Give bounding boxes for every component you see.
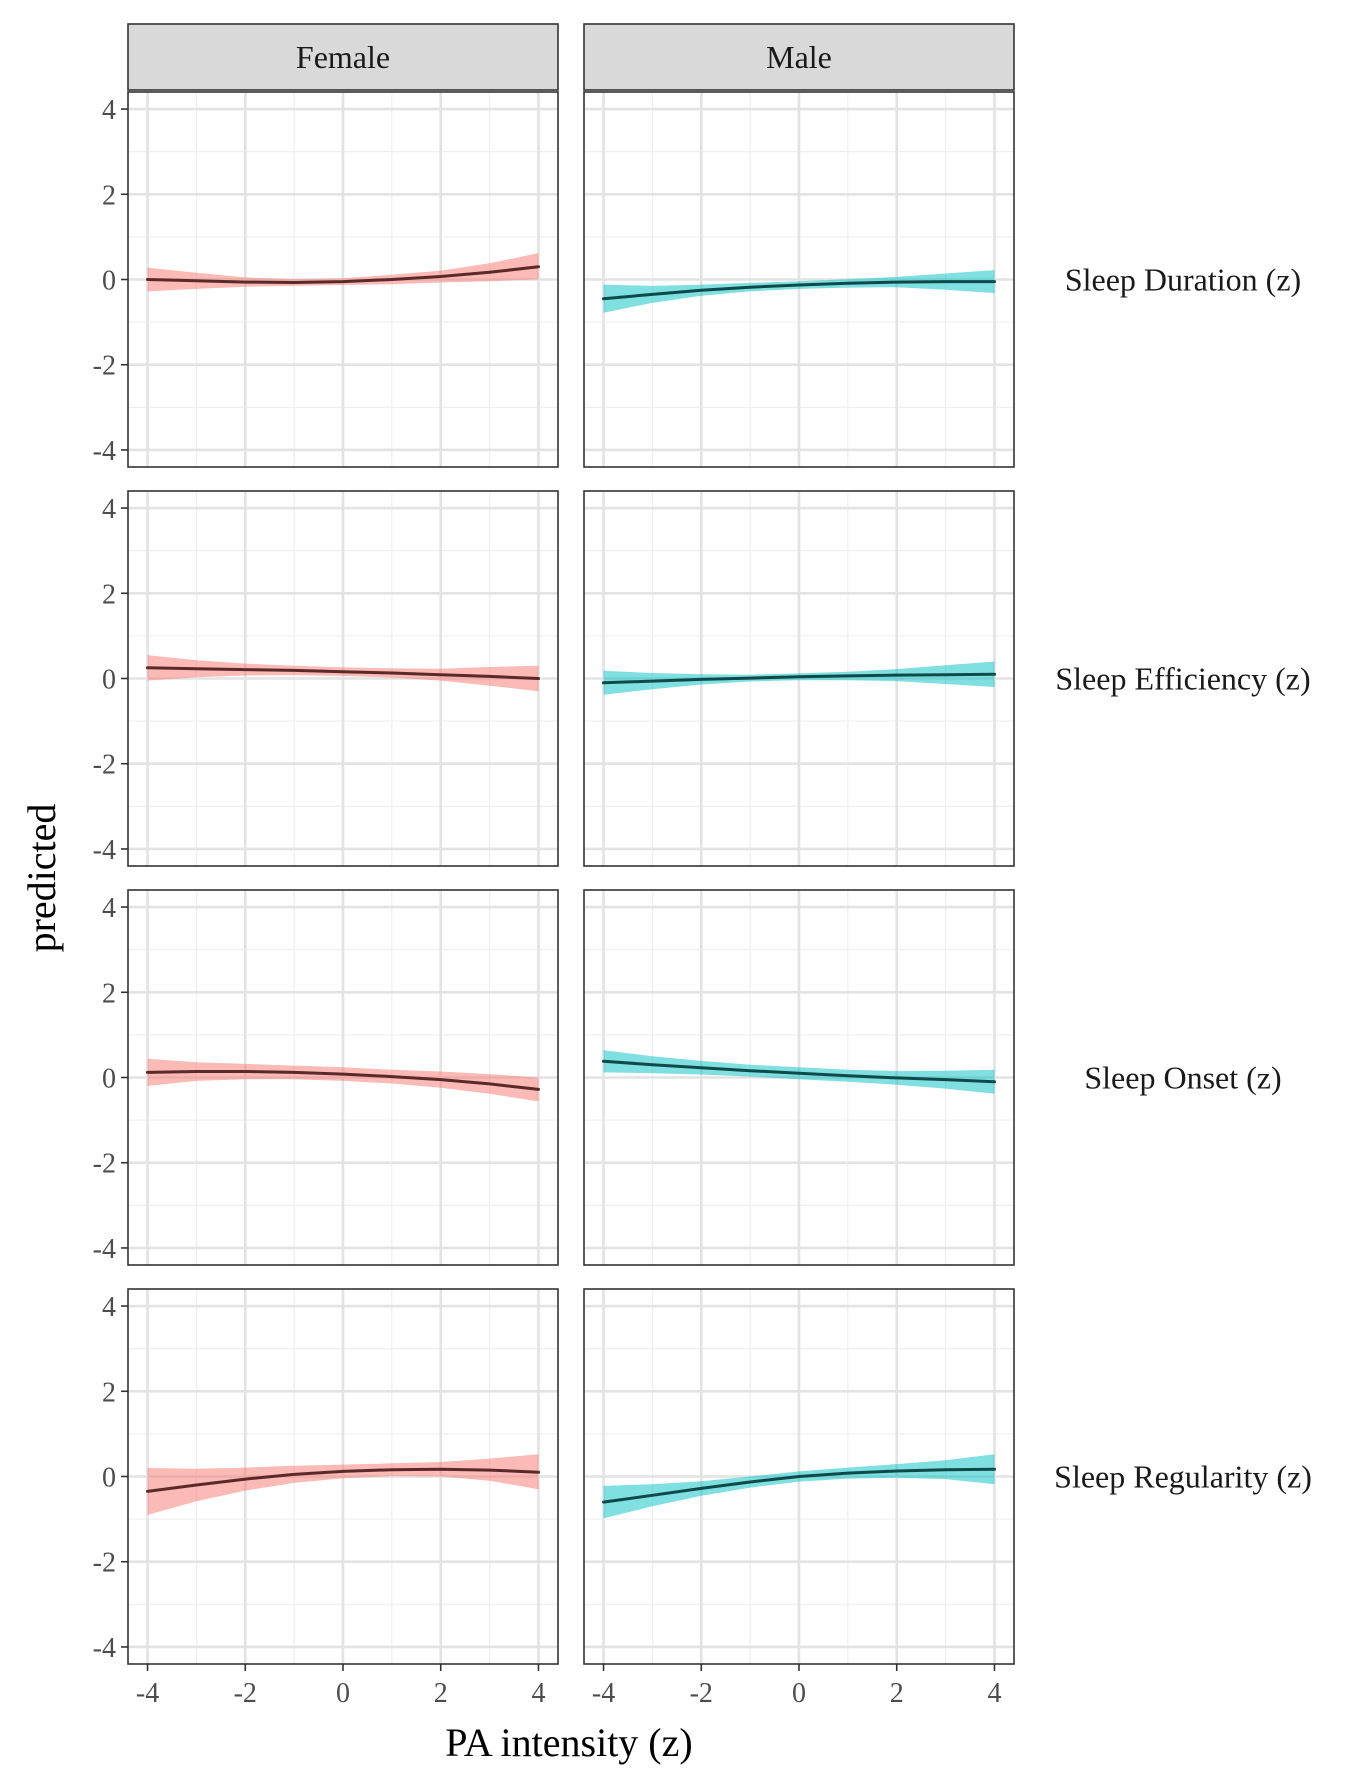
row-label: Sleep Regularity (z): [1054, 1459, 1312, 1495]
panel-2-male: [583, 490, 1015, 867]
panel-border: [583, 490, 1015, 867]
y-tick-label: 4: [102, 893, 116, 924]
x-tick-label: 4: [531, 1678, 545, 1709]
y-tick-label: 2: [102, 1377, 116, 1408]
prediction-line: [602, 280, 996, 301]
x-axis-title: PA intensity (z): [445, 1720, 692, 1765]
y-tick-label: 2: [102, 180, 116, 211]
row-label: Sleep Efficiency (z): [1055, 661, 1310, 697]
x-tick-label: 0: [336, 1678, 350, 1709]
x-tick-label: 0: [792, 1678, 806, 1709]
x-tick-label: -4: [592, 1678, 615, 1709]
facet-strip-female: Female: [127, 23, 559, 91]
panel-1-male: [583, 91, 1015, 468]
y-tick-label: -2: [93, 351, 116, 382]
panel-4-female: -4 -2 0 2 4 -4 -2 0 2 4: [93, 1288, 559, 1709]
prediction-line: [146, 1467, 540, 1493]
x-tick-label: -2: [690, 1678, 713, 1709]
prediction-line: [146, 666, 540, 680]
x-tick-label: 2: [890, 1678, 904, 1709]
y-tick-label: 0: [102, 1463, 116, 1494]
row-label: Sleep Duration (z): [1065, 262, 1301, 298]
row-label: Sleep Onset (z): [1084, 1060, 1281, 1096]
y-tick-label: -4: [93, 835, 116, 866]
panel-2-female: -4 -2 0 2 4: [93, 490, 559, 867]
strip-background: [127, 23, 559, 91]
strip-background: [583, 23, 1015, 91]
panel-1-female: -4 -2 0 2 4: [93, 91, 559, 468]
y-tick-label: 2: [102, 978, 116, 1009]
y-tick-label: 4: [102, 494, 116, 525]
y-tick-label: 0: [102, 665, 116, 696]
prediction-line: [146, 265, 540, 284]
panel-3-female: -4 -2 0 2 4: [93, 889, 559, 1266]
prediction-line: [602, 1059, 996, 1084]
prediction-line: [602, 1467, 996, 1504]
y-tick-label: 4: [102, 1292, 116, 1323]
panel-border: [583, 91, 1015, 468]
facet-strip-male: Male: [583, 23, 1015, 91]
prediction-line: [146, 1070, 540, 1091]
y-tick-label: -2: [93, 750, 116, 781]
x-tick-label: -4: [136, 1678, 159, 1709]
y-tick-label: -2: [93, 1548, 116, 1579]
y-tick-label: -4: [93, 1633, 116, 1664]
panel-3-male: [583, 889, 1015, 1266]
y-tick-label: 2: [102, 579, 116, 610]
x-tick-label: 2: [434, 1678, 448, 1709]
strip-label: Male: [766, 39, 832, 75]
panel-border: [583, 889, 1015, 1266]
y-axis-title: predicted: [19, 804, 64, 953]
y-tick-label: -4: [93, 1234, 116, 1265]
y-tick-label: -2: [93, 1149, 116, 1180]
y-tick-label: 4: [102, 95, 116, 126]
y-tick-label: -4: [93, 436, 116, 467]
prediction-line: [602, 672, 996, 685]
panel-4-male: -4 -2 0 2 4: [583, 1288, 1015, 1709]
y-tick-label: 0: [102, 266, 116, 297]
strip-label: Female: [296, 39, 390, 75]
x-tick-label: 4: [987, 1678, 1001, 1709]
x-tick-label: -2: [234, 1678, 257, 1709]
y-tick-label: 0: [102, 1064, 116, 1095]
confidence-band: [147, 1058, 539, 1102]
